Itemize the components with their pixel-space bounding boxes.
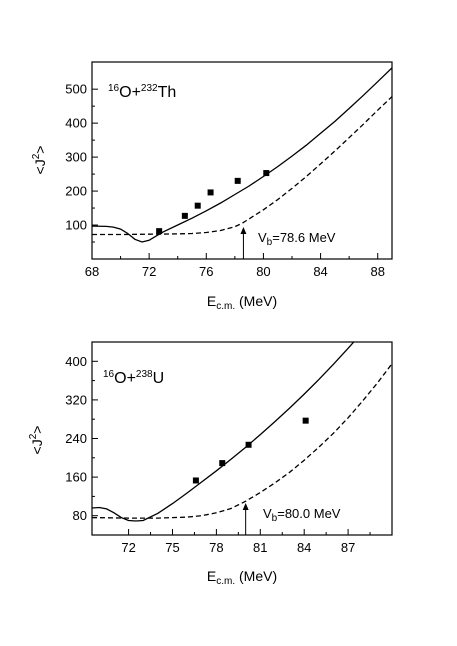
- panel-bottom-data-point-3: [302, 417, 309, 424]
- panel-top-data-point-1: [181, 212, 188, 219]
- panel-bottom-x-tick-label-78: 78: [209, 540, 223, 555]
- panel-bottom-x-tick-label-75: 75: [165, 540, 179, 555]
- panel-top-frame: [91, 61, 393, 260]
- panel-top-barrier-arrow: [240, 227, 247, 259]
- panel-bottom-solid-curve: [92, 342, 355, 522]
- panel-top-plot-content: [92, 67, 392, 243]
- panel-bottom-barrier-label: Vb=80.0 MeV: [263, 506, 341, 524]
- panel-top-data-point-0: [156, 228, 163, 235]
- panel-top-x-tick-label-68: 68: [85, 264, 99, 279]
- panel-top-y-tick-label-400: 400: [65, 116, 87, 131]
- panel-top-data-point-3: [207, 189, 214, 196]
- panel-bottom-dashed-curve: [92, 363, 392, 519]
- panel-bottom-data-point-1: [219, 460, 226, 467]
- panel-top-y-tick-label-200: 200: [65, 184, 87, 199]
- panel-top-dashed-curve: [92, 96, 392, 236]
- panel-bottom-x-tick-label-87: 87: [341, 540, 355, 555]
- panel-top-x-tick-label-80: 80: [256, 264, 270, 279]
- panel-bottom: 72 75 78 81 84 87 80 160 240 320 400 16O+238U Vb=8…: [28, 341, 393, 587]
- panel-bottom-data-point-0: [192, 477, 199, 484]
- panel-bottom-frame: [91, 341, 393, 536]
- panel-bottom-reaction-label: 16O+238U: [103, 369, 164, 387]
- panel-top-y-tick-label-100: 100: [65, 218, 87, 233]
- panel-top-x-tick-label-84: 84: [313, 264, 327, 279]
- panel-top-x-axis-title: Ec.m. (MeV): [207, 293, 277, 312]
- panel-bottom-y-tick-label-320: 320: [65, 392, 87, 407]
- panel-top-series-group: [92, 67, 392, 243]
- panel-top-x-tick-label-76: 76: [199, 264, 213, 279]
- panel-top-data-point-2: [194, 202, 201, 209]
- panel-bottom-ticks: 72 75 78 81 84 87 80 160 240 320 400: [65, 354, 371, 555]
- panel-top-y-tick-label-300: 300: [65, 150, 87, 165]
- panel-top-reaction-label: 16O+232Th: [108, 83, 176, 101]
- panel-bottom-barrier-arrow-head: [242, 503, 249, 510]
- panel-top-data-point-4: [234, 177, 241, 184]
- panel-bottom-y-axis-title: <J2>: [28, 426, 45, 455]
- panel-bottom-x-axis-title: Ec.m. (MeV): [207, 568, 277, 587]
- panel-top: 68 72 76 80 84 88 100 200 300 400 500 16O+232Th Vb…: [31, 61, 393, 312]
- panel-bottom-x-tick-label-84: 84: [297, 540, 311, 555]
- panel-top-y-tick-label-500: 500: [65, 82, 87, 97]
- panel-top-barrier-label: Vb=78.6 MeV: [258, 230, 336, 248]
- panel-top-ticks: 68 72 76 80 84 88 100 200 300 400 500: [65, 82, 385, 279]
- panel-bottom-x-tick-label-81: 81: [253, 540, 267, 555]
- panel-bottom-x-tick-label-72: 72: [121, 540, 135, 555]
- panel-bottom-series-group: [92, 342, 392, 522]
- panel-top-x-tick-label-88: 88: [370, 264, 384, 279]
- panel-bottom-barrier-arrow: [242, 503, 249, 535]
- panel-top-barrier-arrow-head: [240, 227, 247, 234]
- panel-bottom-y-tick-label-160: 160: [65, 470, 87, 485]
- panel-top-x-tick-label-72: 72: [142, 264, 156, 279]
- panel-top-y-axis-title: <J2>: [31, 146, 48, 175]
- panel-bottom-y-tick-label-400: 400: [65, 354, 87, 369]
- panel-bottom-data-point-2: [245, 441, 252, 448]
- panel-bottom-plot-content: [92, 342, 392, 522]
- panel-bottom-y-tick-label-240: 240: [65, 431, 87, 446]
- panel-bottom-y-tick-label-80: 80: [73, 508, 87, 523]
- panel-top-data-point-5: [263, 170, 270, 177]
